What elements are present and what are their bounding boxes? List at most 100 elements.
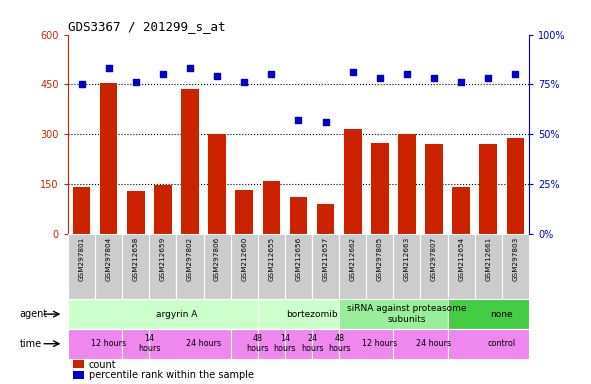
Bar: [258, 234, 285, 299]
Text: GSM212655: GSM212655: [268, 237, 274, 281]
Bar: [398, 134, 415, 234]
Text: GSM212654: GSM212654: [458, 237, 464, 281]
Text: GDS3367 / 201299_s_at: GDS3367 / 201299_s_at: [68, 20, 225, 33]
Bar: [203, 234, 230, 299]
Bar: [506, 137, 524, 234]
Bar: [208, 134, 226, 234]
Point: [77, 81, 86, 88]
Text: 48
hours: 48 hours: [246, 334, 269, 353]
Point: [348, 70, 358, 76]
Bar: [181, 89, 199, 234]
Bar: [235, 190, 253, 234]
Bar: [394, 234, 420, 299]
Point: [294, 117, 303, 123]
Point: [511, 71, 520, 78]
Text: time: time: [20, 339, 42, 349]
Bar: [68, 234, 95, 299]
Point: [158, 71, 168, 78]
Bar: [312, 234, 339, 299]
Bar: [452, 187, 470, 234]
Bar: [290, 197, 307, 234]
Point: [375, 75, 385, 81]
Text: 12 hours: 12 hours: [91, 339, 126, 348]
Bar: [150, 329, 230, 359]
Bar: [258, 299, 339, 329]
Text: 14
hours: 14 hours: [274, 334, 296, 353]
Bar: [285, 234, 312, 299]
Text: GSM297805: GSM297805: [377, 237, 383, 281]
Text: GSM212662: GSM212662: [350, 237, 356, 281]
Text: GSM212658: GSM212658: [133, 237, 139, 281]
Bar: [426, 144, 443, 234]
Bar: [475, 234, 502, 299]
Bar: [127, 191, 145, 234]
Point: [483, 75, 493, 81]
Bar: [317, 204, 335, 234]
Text: GSM297807: GSM297807: [431, 237, 437, 281]
Bar: [73, 187, 90, 234]
Bar: [100, 83, 118, 234]
Text: 14
hours: 14 hours: [138, 334, 161, 353]
Text: 24 hours: 24 hours: [186, 339, 221, 348]
Text: argyrin A: argyrin A: [156, 310, 197, 319]
Bar: [339, 234, 366, 299]
Text: GSM297801: GSM297801: [79, 237, 85, 281]
Bar: [447, 234, 475, 299]
Bar: [68, 299, 258, 329]
Bar: [285, 329, 312, 359]
Text: GSM297803: GSM297803: [512, 237, 518, 281]
Text: none: none: [491, 310, 513, 319]
Text: GSM212656: GSM212656: [296, 237, 301, 281]
Point: [402, 71, 412, 78]
Bar: [447, 299, 529, 329]
Text: agent: agent: [20, 309, 48, 319]
Text: GSM212661: GSM212661: [485, 237, 491, 281]
Text: 12 hours: 12 hours: [362, 339, 397, 348]
Bar: [73, 371, 84, 379]
Bar: [502, 234, 529, 299]
Text: GSM212660: GSM212660: [241, 237, 247, 281]
Text: count: count: [89, 359, 116, 369]
Bar: [344, 129, 362, 234]
Bar: [371, 142, 389, 234]
Point: [267, 71, 276, 78]
Point: [239, 79, 249, 86]
Bar: [177, 234, 203, 299]
Text: 24 hours: 24 hours: [417, 339, 452, 348]
Bar: [312, 329, 339, 359]
Text: bortezomib: bortezomib: [286, 310, 338, 319]
Bar: [262, 181, 280, 234]
Bar: [230, 234, 258, 299]
Text: siRNA against proteasome
subunits: siRNA against proteasome subunits: [347, 305, 467, 324]
Bar: [479, 144, 497, 234]
Bar: [122, 234, 150, 299]
Bar: [122, 329, 150, 359]
Bar: [339, 329, 394, 359]
Point: [456, 79, 466, 86]
Text: GSM297802: GSM297802: [187, 237, 193, 281]
Bar: [73, 360, 84, 368]
Point: [321, 119, 330, 125]
Bar: [366, 234, 394, 299]
Text: GSM212657: GSM212657: [323, 237, 329, 281]
Bar: [258, 329, 285, 359]
Text: 48
hours: 48 hours: [328, 334, 350, 353]
Text: control: control: [488, 339, 516, 348]
Bar: [420, 234, 447, 299]
Bar: [447, 329, 529, 359]
Bar: [150, 234, 177, 299]
Text: 24
hours: 24 hours: [301, 334, 323, 353]
Text: GSM212659: GSM212659: [160, 237, 166, 281]
Text: percentile rank within the sample: percentile rank within the sample: [89, 371, 254, 381]
Point: [131, 79, 141, 86]
Text: GSM297804: GSM297804: [106, 237, 112, 281]
Bar: [394, 329, 447, 359]
Text: GSM297806: GSM297806: [214, 237, 220, 281]
Bar: [68, 329, 122, 359]
Point: [104, 65, 113, 71]
Bar: [230, 329, 258, 359]
Bar: [339, 299, 447, 329]
Point: [429, 75, 439, 81]
Point: [212, 73, 222, 79]
Bar: [95, 234, 122, 299]
